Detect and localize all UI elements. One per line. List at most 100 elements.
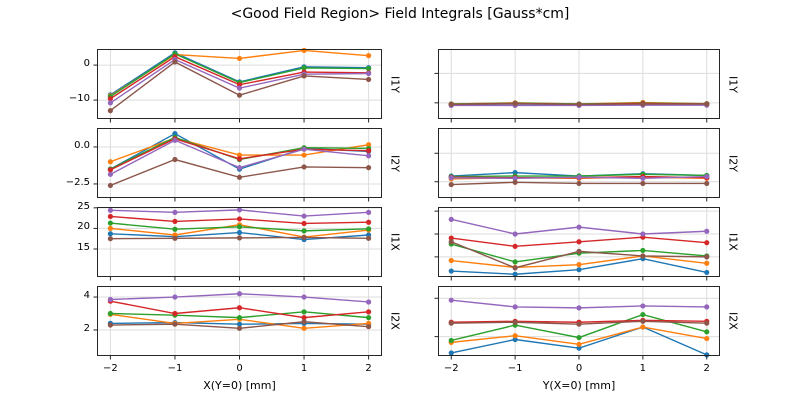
marker-red <box>172 218 178 225</box>
series-purple <box>448 216 710 237</box>
marker-brown <box>107 322 113 328</box>
marker-brown <box>448 181 454 188</box>
marker-brown <box>640 318 646 324</box>
marker-brown <box>301 164 307 170</box>
row-label-I2X: I2X <box>726 312 740 330</box>
x-tick-label: 1 <box>639 363 647 374</box>
marker-brown <box>576 101 582 107</box>
marker-purple <box>576 224 582 230</box>
marker-brown <box>704 320 710 326</box>
marker-brown <box>172 156 178 163</box>
marker-purple <box>640 303 646 309</box>
marker-purple <box>512 231 518 237</box>
y-tick-label: −10 <box>68 93 90 105</box>
subplot-left-I2X <box>93 286 382 360</box>
marker-orange <box>704 260 710 266</box>
marker-brown <box>576 248 582 254</box>
marker-orange <box>576 341 582 347</box>
marker-green <box>236 315 243 321</box>
series-red <box>107 213 372 227</box>
marker-purple <box>107 100 113 106</box>
marker-orange <box>301 325 307 331</box>
marker-brown <box>448 239 454 245</box>
marker-brown <box>366 324 372 330</box>
marker-brown <box>172 235 178 241</box>
marker-orange <box>512 333 518 339</box>
x-tick-label: 1 <box>300 363 308 374</box>
marker-brown <box>236 92 243 98</box>
series-green <box>107 309 372 321</box>
marker-brown <box>640 180 646 187</box>
x-tick-label: 0 <box>236 363 243 374</box>
marker-red <box>512 243 518 249</box>
marker-purple <box>107 207 113 213</box>
marker-brown <box>512 265 518 271</box>
row-label-I2Y: I2Y <box>726 154 740 172</box>
marker-brown <box>107 182 113 189</box>
y-tick-label: 2 <box>83 322 90 334</box>
marker-purple <box>172 137 178 143</box>
marker-purple <box>172 209 178 215</box>
marker-brown <box>576 180 582 187</box>
marker-red <box>366 309 372 315</box>
marker-purple <box>366 299 372 305</box>
y-tick-label: 0 <box>83 58 90 70</box>
marker-brown <box>236 325 243 331</box>
marker-brown <box>704 180 710 187</box>
series-purple <box>107 291 372 305</box>
series-purple <box>107 207 372 219</box>
marker-brown <box>640 253 646 259</box>
series-purple <box>448 174 710 181</box>
marker-brown <box>236 174 243 180</box>
row-label-I1Y: I1Y <box>388 75 402 93</box>
y-tick-label: 4 <box>83 290 90 302</box>
subplot-left-I2Y <box>93 128 382 202</box>
marker-purple <box>512 304 518 310</box>
marker-red <box>366 219 372 225</box>
marker-blue <box>172 131 178 137</box>
marker-orange <box>236 152 243 158</box>
marker-orange <box>107 225 113 232</box>
marker-blue <box>512 336 518 343</box>
subplot-right-I1X <box>434 207 720 281</box>
marker-green <box>236 224 243 230</box>
marker-purple <box>301 146 307 152</box>
marker-green <box>704 329 710 335</box>
marker-green <box>301 228 307 234</box>
subplot-right-I2X <box>434 286 720 360</box>
series-brown <box>448 318 710 327</box>
y-tick-label: −2.5 <box>65 176 90 188</box>
chart-title: <Good Field Region> Field Integrals [Gau… <box>230 6 570 22</box>
y-tick-label: 20 <box>77 221 90 233</box>
x-tick-label: 2 <box>365 363 372 374</box>
marker-green <box>172 226 178 232</box>
marker-red <box>107 213 113 220</box>
marker-blue <box>704 269 710 276</box>
marker-blue <box>576 267 582 273</box>
marker-blue <box>236 321 243 327</box>
marker-brown <box>512 101 518 107</box>
marker-purple <box>301 213 307 219</box>
marker-brown <box>448 101 454 107</box>
marker-purple <box>172 294 178 300</box>
marker-red <box>301 220 307 227</box>
marker-orange <box>301 47 307 53</box>
marker-brown <box>512 319 518 325</box>
series-brown <box>107 234 372 242</box>
marker-purple <box>366 209 372 215</box>
marker-blue <box>512 271 518 277</box>
row-label-I1X: I1X <box>388 233 402 251</box>
marker-green <box>640 247 646 254</box>
series-brown <box>107 156 372 189</box>
marker-blue <box>448 268 454 274</box>
marker-brown <box>448 320 454 326</box>
marker-orange <box>301 152 307 158</box>
marker-red <box>107 96 113 102</box>
marker-red <box>107 167 113 173</box>
marker-brown <box>704 101 710 107</box>
x-tick-label: 2 <box>703 363 710 374</box>
marker-purple <box>640 175 646 181</box>
marker-red <box>704 240 710 246</box>
marker-brown <box>107 108 113 114</box>
